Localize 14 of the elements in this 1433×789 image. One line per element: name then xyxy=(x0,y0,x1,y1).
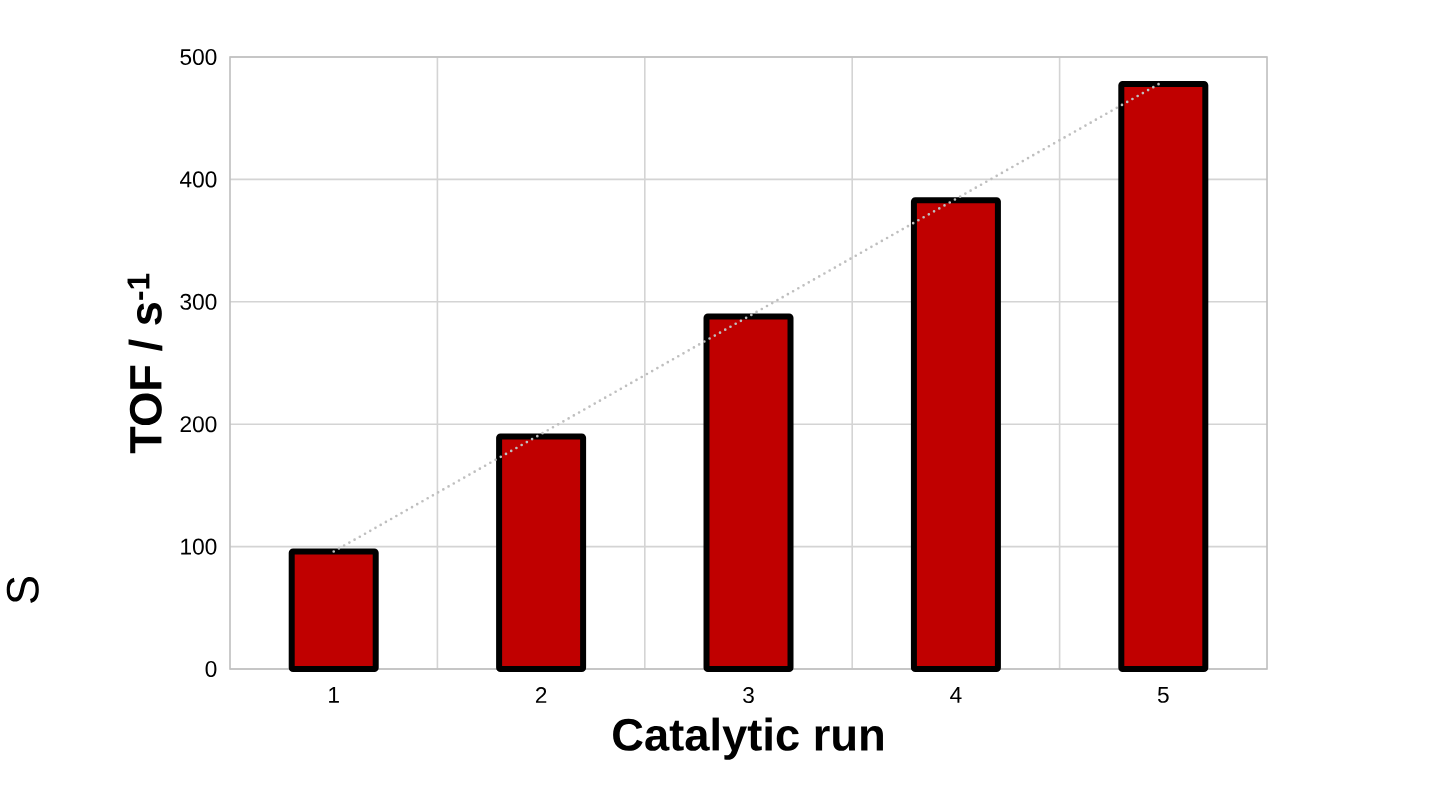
x-tick-label: 1 xyxy=(329,687,339,703)
y-tick-label: 0 xyxy=(205,660,217,678)
x-tick-label: 3 xyxy=(743,687,754,704)
y-tick-label: 300 xyxy=(180,293,217,310)
text: S xyxy=(6,576,39,604)
y-tick-label: 400 xyxy=(180,171,217,188)
x-axis-title: Catalytic run xyxy=(613,717,883,760)
x-tick-label: 2 xyxy=(535,687,547,703)
y-axis-title: TOF / s$^{-1}$ xyxy=(127,273,163,454)
y-tick-label: 500 xyxy=(180,48,217,66)
x-tick-label: 5 xyxy=(1157,687,1169,703)
y-tick-label: 100 xyxy=(181,538,217,555)
y-tick-label: 200 xyxy=(180,416,217,433)
x-tick-label: 4 xyxy=(950,687,962,703)
